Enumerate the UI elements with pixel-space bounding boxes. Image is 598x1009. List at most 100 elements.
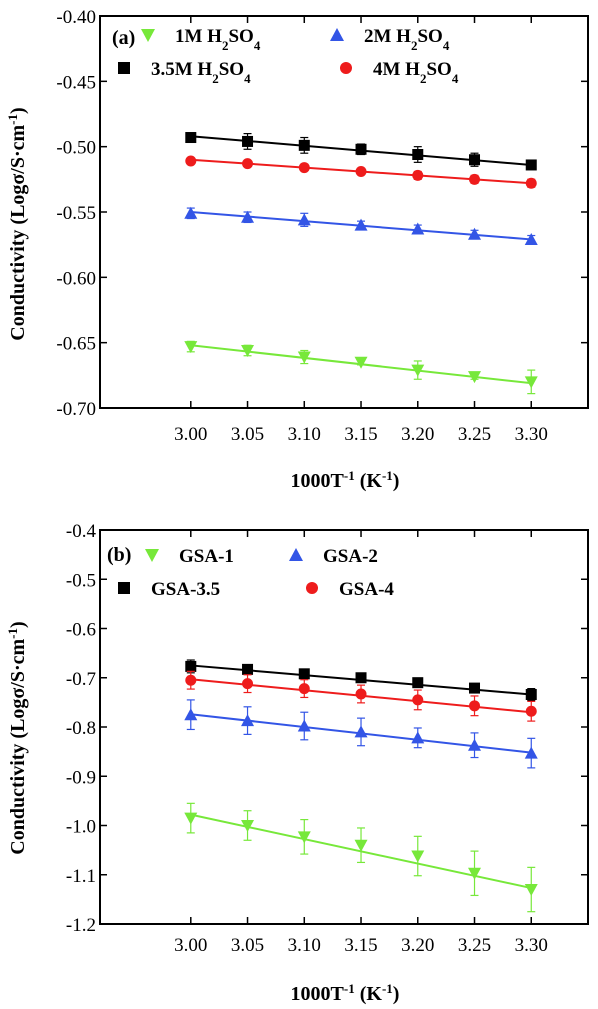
chart-b-point-gsa-2 xyxy=(297,719,311,732)
chart-a-y-axis-label: Conductivity (Logσ/S·cm-1) xyxy=(5,107,30,340)
chart-b-x-tick-label: 3.20 xyxy=(401,935,434,956)
chart-b-point-gsa-1 xyxy=(524,884,538,897)
chart-b-y-tick-label: -1.2 xyxy=(66,915,96,936)
chart-a-point-4m-h2so4 xyxy=(525,177,537,189)
chart-a-point-2m-h2so4 xyxy=(241,210,255,223)
chart-a-point-3-5m-h2so4 xyxy=(525,159,537,171)
chart-a-legend-label-3-5m-h2so4: 3.5M H2SO4 xyxy=(151,59,251,86)
chart-a-legend-label-1m-h2so4: 1M H2SO4 xyxy=(175,26,261,53)
chart-b-point-gsa-4 xyxy=(525,705,537,717)
chart-b-point-gsa-2 xyxy=(241,714,255,727)
chart-b-legend-label-gsa-4: GSA-4 xyxy=(339,579,394,600)
chart-a-y-tick-label: -0.45 xyxy=(56,72,96,93)
chart-a-point-4m-h2so4 xyxy=(242,158,254,170)
chart-b-point-gsa-2 xyxy=(411,731,425,744)
chart-a-point-1m-h2so4 xyxy=(411,364,425,377)
chart-a-point-3-5m-h2so4 xyxy=(355,143,367,155)
chart-b-x-tick-label: 3.30 xyxy=(515,935,548,956)
chart-b-x-tick-label: 3.05 xyxy=(231,935,264,956)
chart-b-point-gsa-1 xyxy=(297,831,311,844)
chart-b-legend-label-gsa-3-5: GSA-3.5 xyxy=(151,579,220,600)
chart-b-x-tick-label: 3.10 xyxy=(288,935,321,956)
chart-a-x-tick-label: 3.25 xyxy=(458,424,491,445)
chart-a-y-tick-label: -0.50 xyxy=(56,138,96,159)
chart-a-point-2m-h2so4 xyxy=(468,227,482,240)
chart-b-x-axis-label: 1000T-1 (K-1) xyxy=(291,981,400,1006)
chart-b-point-gsa-1 xyxy=(468,867,482,880)
chart-b-x-tick-label: 3.00 xyxy=(174,935,207,956)
chart-a-point-1m-h2so4 xyxy=(241,345,255,358)
chart-b-point-gsa-3-5 xyxy=(185,660,197,672)
chart-a-y-tick-label: -0.40 xyxy=(56,7,96,28)
chart-b-legend-label-gsa-2: GSA-2 xyxy=(323,546,378,567)
chart-a-legend-marker-2m-h2so4 xyxy=(330,28,344,41)
chart-a-y-tick-label: -0.70 xyxy=(56,399,96,420)
chart-b-y-tick-label: -0.4 xyxy=(66,521,97,542)
chart-b-legend-label-gsa-1: GSA-1 xyxy=(179,546,234,567)
chart-a-legend-label-4m-h2so4: 4M H2SO4 xyxy=(373,59,459,86)
chart-a-point-3-5m-h2so4 xyxy=(298,139,310,151)
chart-a-point-4m-h2so4 xyxy=(298,162,310,174)
chart-a-panel-label: (a) xyxy=(112,27,135,49)
chart-b-legend: GSA-1 GSA-2 GSA-3.5 GSA-4 xyxy=(118,546,394,600)
chart-a-x-tick-label: 3.15 xyxy=(344,424,377,445)
chart-a-legend-marker-3-5m-h2so4 xyxy=(118,62,130,74)
chart-b-point-gsa-3-5 xyxy=(298,668,310,680)
chart-a-x-tick-label: 3.20 xyxy=(401,424,434,445)
chart-a-point-2m-h2so4 xyxy=(354,218,368,231)
chart-b-point-gsa-2 xyxy=(468,738,482,751)
chart-b-y-tick-label: -1.1 xyxy=(66,866,96,887)
chart-b-point-gsa-4 xyxy=(412,694,424,706)
chart-a-y-tick-label: -0.60 xyxy=(56,268,96,289)
chart-a-point-1m-h2so4 xyxy=(297,351,311,364)
chart-b-point-gsa-2 xyxy=(184,708,198,721)
chart-b-x-tick-label: 3.15 xyxy=(344,935,377,956)
chart-b-point-gsa-3-5 xyxy=(525,688,537,700)
chart-a-point-3-5m-h2so4 xyxy=(185,132,197,144)
chart-b-point-gsa-4 xyxy=(185,674,197,686)
chart-b-point-gsa-4 xyxy=(242,678,254,690)
chart-a-point-2m-h2so4 xyxy=(184,206,198,219)
chart-a-legend-marker-1m-h2so4 xyxy=(141,29,155,42)
chart-b-point-gsa-1 xyxy=(184,812,198,825)
chart-a-legend-marker-4m-h2so4 xyxy=(340,62,352,74)
chart-a-point-2m-h2so4 xyxy=(524,232,538,245)
chart-b-point-gsa-3-5 xyxy=(242,663,254,675)
chart-b-panel-label: (b) xyxy=(107,544,131,566)
chart-b-legend-marker-gsa-4 xyxy=(306,582,318,594)
chart-a-legend: 1M H2SO4 2M H2SO4 3.5M H2SO4 4M H2SO4 xyxy=(118,26,459,86)
chart-b-legend-marker-gsa-2 xyxy=(289,548,303,561)
chart-b-y-tick-label: -1.0 xyxy=(66,817,96,838)
chart-a-point-1m-h2so4 xyxy=(354,356,368,369)
chart-a-point-1m-h2so4 xyxy=(468,371,482,384)
chart-b-point-gsa-2 xyxy=(354,725,368,738)
chart-b: 3.00 3.05 3.10 3.15 3.20 3.25 3.30 -0.4 -0.5 -0.6… xyxy=(5,521,589,1005)
chart-a-x-axis-label: 1000T-1 (K-1) xyxy=(291,468,400,493)
chart-b-x-tick-label: 3.25 xyxy=(458,935,491,956)
chart-a-y-tick-label: -0.55 xyxy=(56,203,96,224)
chart-b-y-axis-label: Conductivity (Logσ/S·cm-1) xyxy=(5,621,30,854)
chart-a-point-1m-h2so4 xyxy=(184,341,198,354)
chart-a-point-3-5m-h2so4 xyxy=(469,154,481,166)
chart-b-point-gsa-1 xyxy=(411,850,425,863)
chart-a-point-2m-h2so4 xyxy=(297,213,311,226)
chart-b-legend-marker-gsa-3-5 xyxy=(118,582,130,594)
chart-b-point-gsa-1 xyxy=(241,820,255,832)
chart-b-y-tick-label: -0.7 xyxy=(66,669,96,690)
chart-b-y-tick-label: -0.6 xyxy=(66,620,96,641)
chart-a-point-1m-h2so4 xyxy=(524,376,538,389)
chart-a-point-4m-h2so4 xyxy=(412,169,424,181)
chart-b-point-gsa-3-5 xyxy=(469,682,481,694)
chart-a-point-3-5m-h2so4 xyxy=(412,149,424,161)
chart-a: 3.00 3.05 3.10 3.15 3.20 3.25 3.30 -0.40 -0.45 -0… xyxy=(5,7,589,492)
chart-b-point-gsa-4 xyxy=(469,700,481,712)
chart-a-x-tick-label: 3.10 xyxy=(288,424,321,445)
chart-a-point-4m-h2so4 xyxy=(185,155,197,167)
chart-b-point-gsa-2 xyxy=(524,746,538,759)
chart-a-x-tick-label: 3.05 xyxy=(231,424,264,445)
chart-b-legend-marker-gsa-1 xyxy=(145,549,159,562)
chart-a-y-tick-label: -0.65 xyxy=(56,334,96,355)
chart-b-point-gsa-3-5 xyxy=(355,672,367,684)
chart-a-point-2m-h2so4 xyxy=(411,222,425,235)
